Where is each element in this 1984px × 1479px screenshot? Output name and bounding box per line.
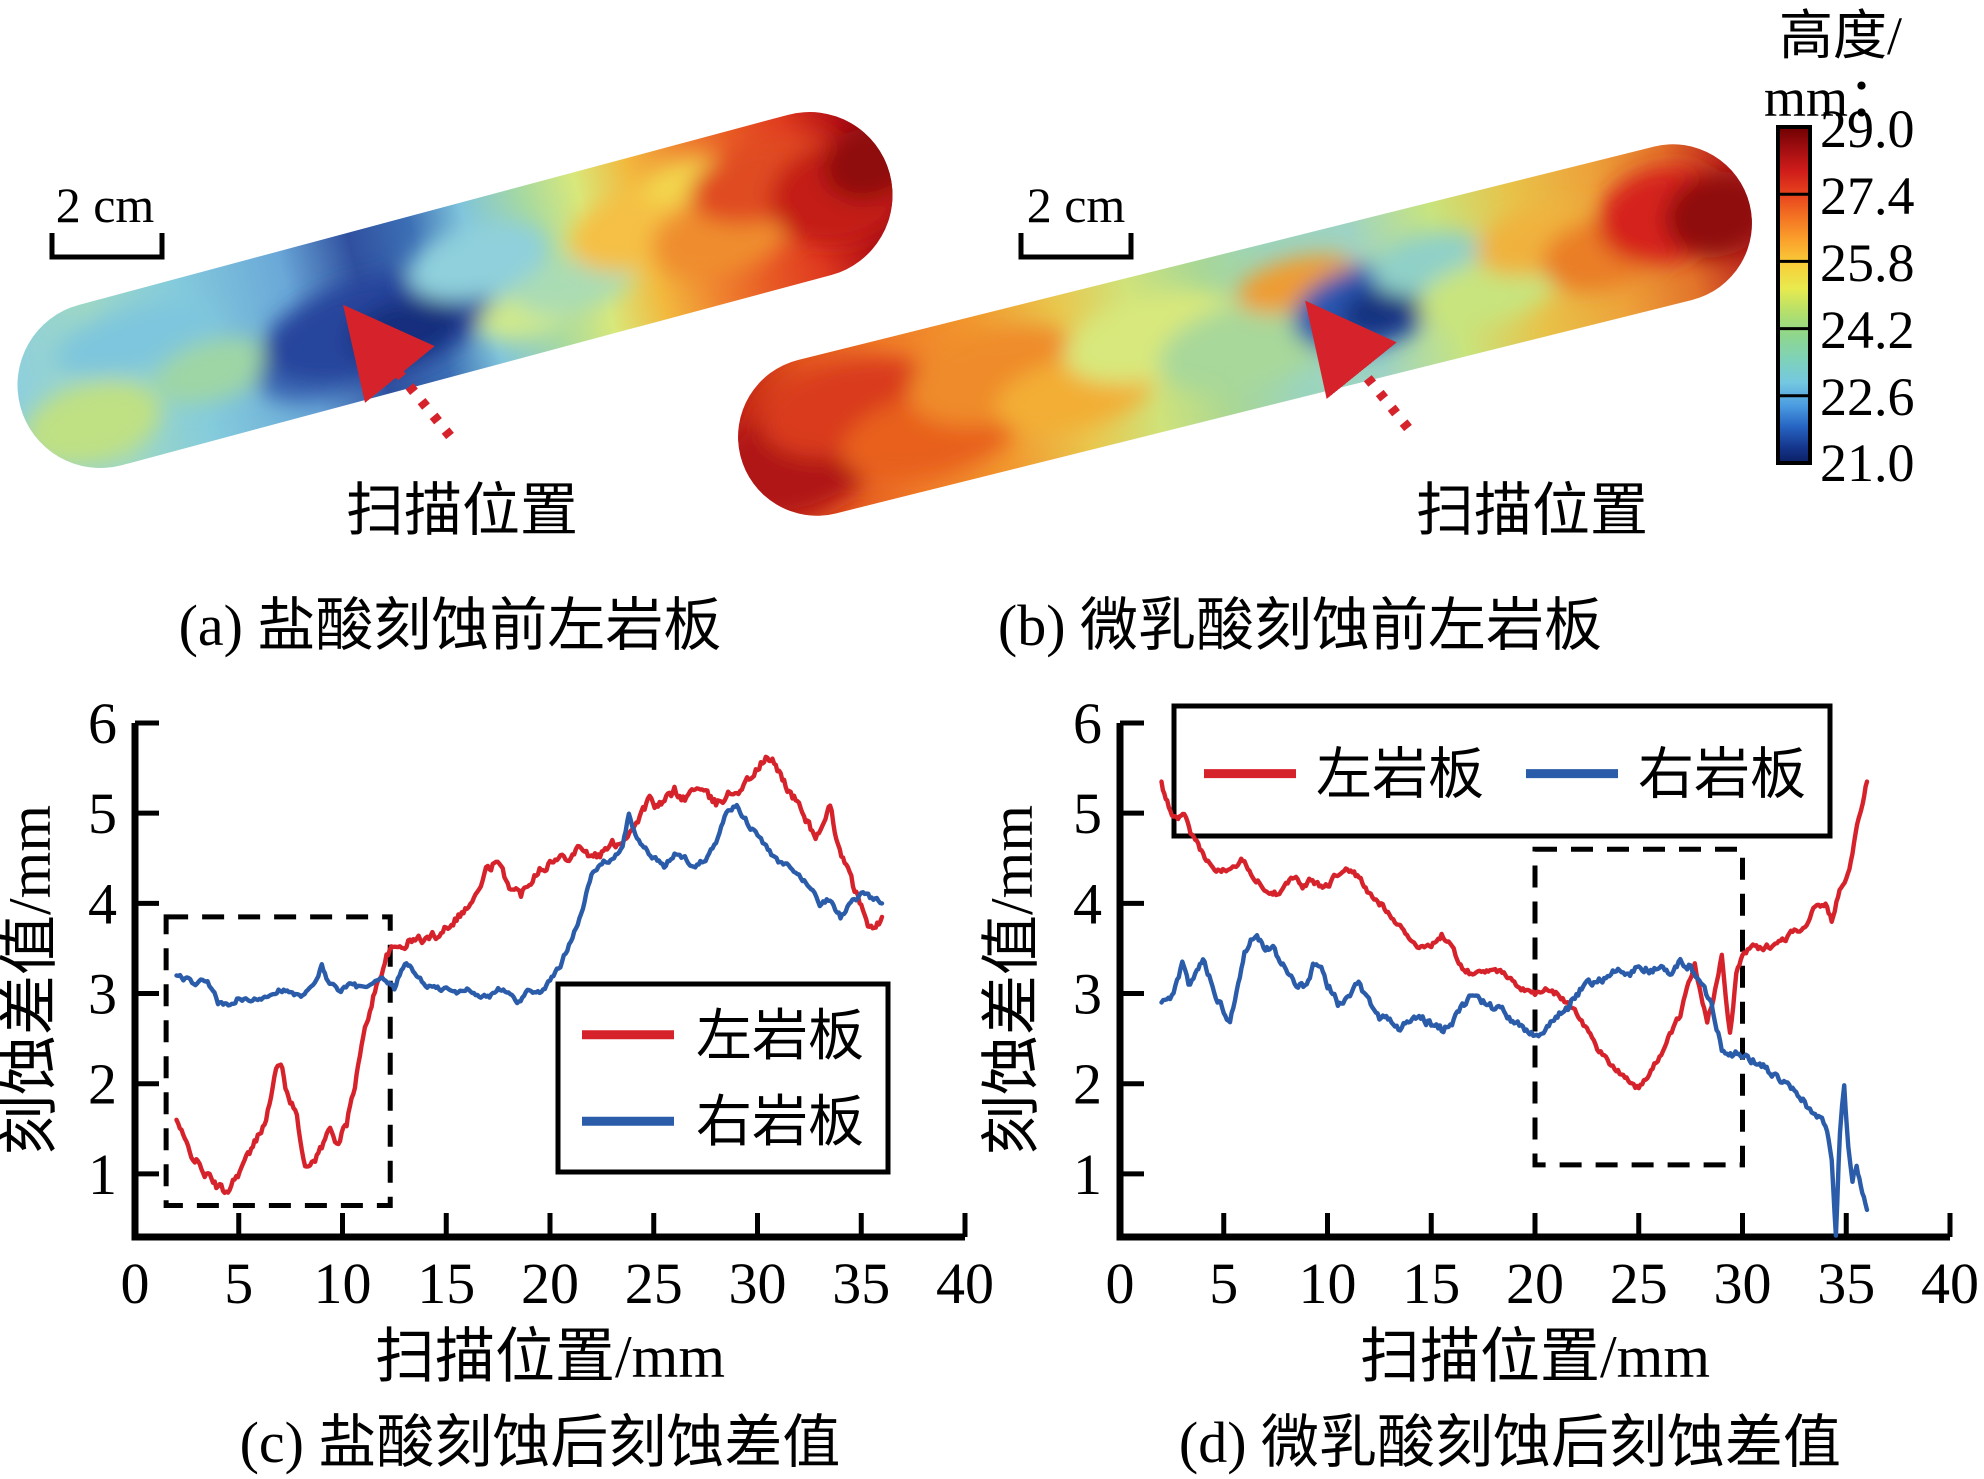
legend-label: 右岩板 (696, 1092, 864, 1154)
slab-b-blobs (721, 165, 1768, 518)
legend-label: 左岩板 (696, 1006, 864, 1068)
scan-arrow-b (1305, 300, 1412, 432)
x-tick-label: 15 (1402, 1251, 1460, 1316)
x-axis-label: 扫描位置/mm (375, 1324, 725, 1390)
x-tick-label: 40 (936, 1251, 994, 1316)
legend-box (555, 981, 891, 1175)
y-tick-label: 1 (1073, 1142, 1102, 1207)
scan-label-b: 扫描位置 (1416, 478, 1648, 543)
panel-caption: (d) 微乳酸刻蚀后刻蚀差值 (1179, 1410, 1841, 1475)
y-tick-label: 5 (1073, 781, 1102, 846)
colorbar-title-line1: 高度/ (1779, 6, 1902, 66)
scalebar-b-label: 2 cm (1027, 177, 1126, 233)
x-tick-label: 25 (1610, 1251, 1668, 1316)
y-tick-label: 3 (1073, 962, 1102, 1027)
series-line-left-slab (1159, 779, 1870, 1091)
y-axis-label: 刻蚀差值/mm (979, 805, 1045, 1155)
chart-panel-c: 0 5 10 15 20 25 30 35 40 1 2 3 4 5 6 扫描位置/mm 刻蚀差值/mm (c) … (0, 691, 994, 1475)
x-tick-label: 35 (1817, 1251, 1875, 1316)
panel-caption: (c) 盐酸刻蚀后刻蚀差值 (240, 1410, 841, 1475)
colorbar-tick-label: 27.4 (1820, 166, 1915, 226)
y-tick-label: 4 (88, 871, 117, 936)
y-tick-label: 3 (88, 962, 117, 1027)
x-tick-label: 0 (1106, 1251, 1135, 1316)
scan-annotation-b: 扫描位置 (1305, 300, 1648, 543)
x-tick-label: 40 (1921, 1251, 1979, 1316)
x-tick-label: 0 (121, 1251, 150, 1316)
y-tick-label: 1 (88, 1142, 117, 1207)
scan-arrow-a (343, 304, 454, 440)
y-tick-label: 5 (88, 781, 117, 846)
colorbar-tick-label: 25.8 (1820, 233, 1915, 293)
y-tick-label: 2 (88, 1052, 117, 1117)
scalebar-b-bracket (1018, 233, 1134, 260)
colorbar-title-line2: mm： (1764, 68, 1902, 128)
colorbar: 高度/ mm： 29.0 27.4 25.8 24.2 22.6 21.0 (1764, 6, 1915, 493)
colorbar-gradient (1776, 125, 1812, 465)
colorbar-tick-label: 21.0 (1820, 433, 1915, 493)
y-axis-label: 刻蚀差值/mm (0, 805, 63, 1155)
legend-label: 右岩板 (1638, 745, 1806, 807)
x-tick-label: 20 (1506, 1251, 1564, 1316)
scan-annotation-a: 扫描位置 (343, 304, 578, 543)
series-line-left-slab (174, 754, 885, 1195)
caption-panel-a: (a) 盐酸刻蚀前左岩板 (179, 593, 722, 658)
x-tick-label: 25 (625, 1251, 683, 1316)
x-tick-label: 30 (729, 1251, 787, 1316)
highlight-box (163, 914, 393, 1208)
x-tick-label: 20 (521, 1251, 579, 1316)
x-tick-label: 5 (224, 1251, 253, 1316)
x-tick-label: 15 (417, 1251, 475, 1316)
highlight-box (1532, 846, 1745, 1168)
x-tick-label: 5 (1209, 1251, 1238, 1316)
scan-label-a: 扫描位置 (346, 478, 578, 543)
series-line-right-slab (1159, 933, 1870, 1238)
colorbar-tick-label: 29.0 (1820, 99, 1915, 159)
scalebar-a-bracket (49, 233, 165, 260)
colorbar-tick-label: 22.6 (1820, 367, 1915, 427)
x-axis-label: 扫描位置/mm (1360, 1324, 1710, 1390)
y-tick-label: 6 (1073, 691, 1102, 756)
legend-label: 左岩板 (1316, 745, 1484, 807)
chart-panel-d: 0 5 10 15 20 25 30 35 40 1 2 3 4 5 6 扫描位置/mm 刻蚀差值/mm (d) … (979, 691, 1979, 1475)
x-tick-label: 10 (1299, 1251, 1357, 1316)
scalebar-b: 2 cm (1018, 177, 1134, 260)
x-tick-label: 10 (314, 1251, 372, 1316)
caption-panel-b: (b) 微乳酸刻蚀前左岩板 (998, 593, 1602, 658)
scalebar-a-label: 2 cm (56, 177, 155, 233)
x-tick-label: 35 (832, 1251, 890, 1316)
y-tick-label: 2 (1073, 1052, 1102, 1117)
colorbar-tick-label: 24.2 (1820, 300, 1915, 360)
series-line-right-slab (174, 802, 885, 1008)
x-tick-label: 30 (1714, 1251, 1772, 1316)
slab-a-heatmap (17, 112, 912, 468)
y-tick-label: 4 (1073, 871, 1102, 936)
slab-b-heatmap (721, 144, 1768, 518)
slab-a-blobs (23, 126, 912, 467)
scalebar-a: 2 cm (49, 177, 165, 260)
y-tick-label: 6 (88, 691, 117, 756)
